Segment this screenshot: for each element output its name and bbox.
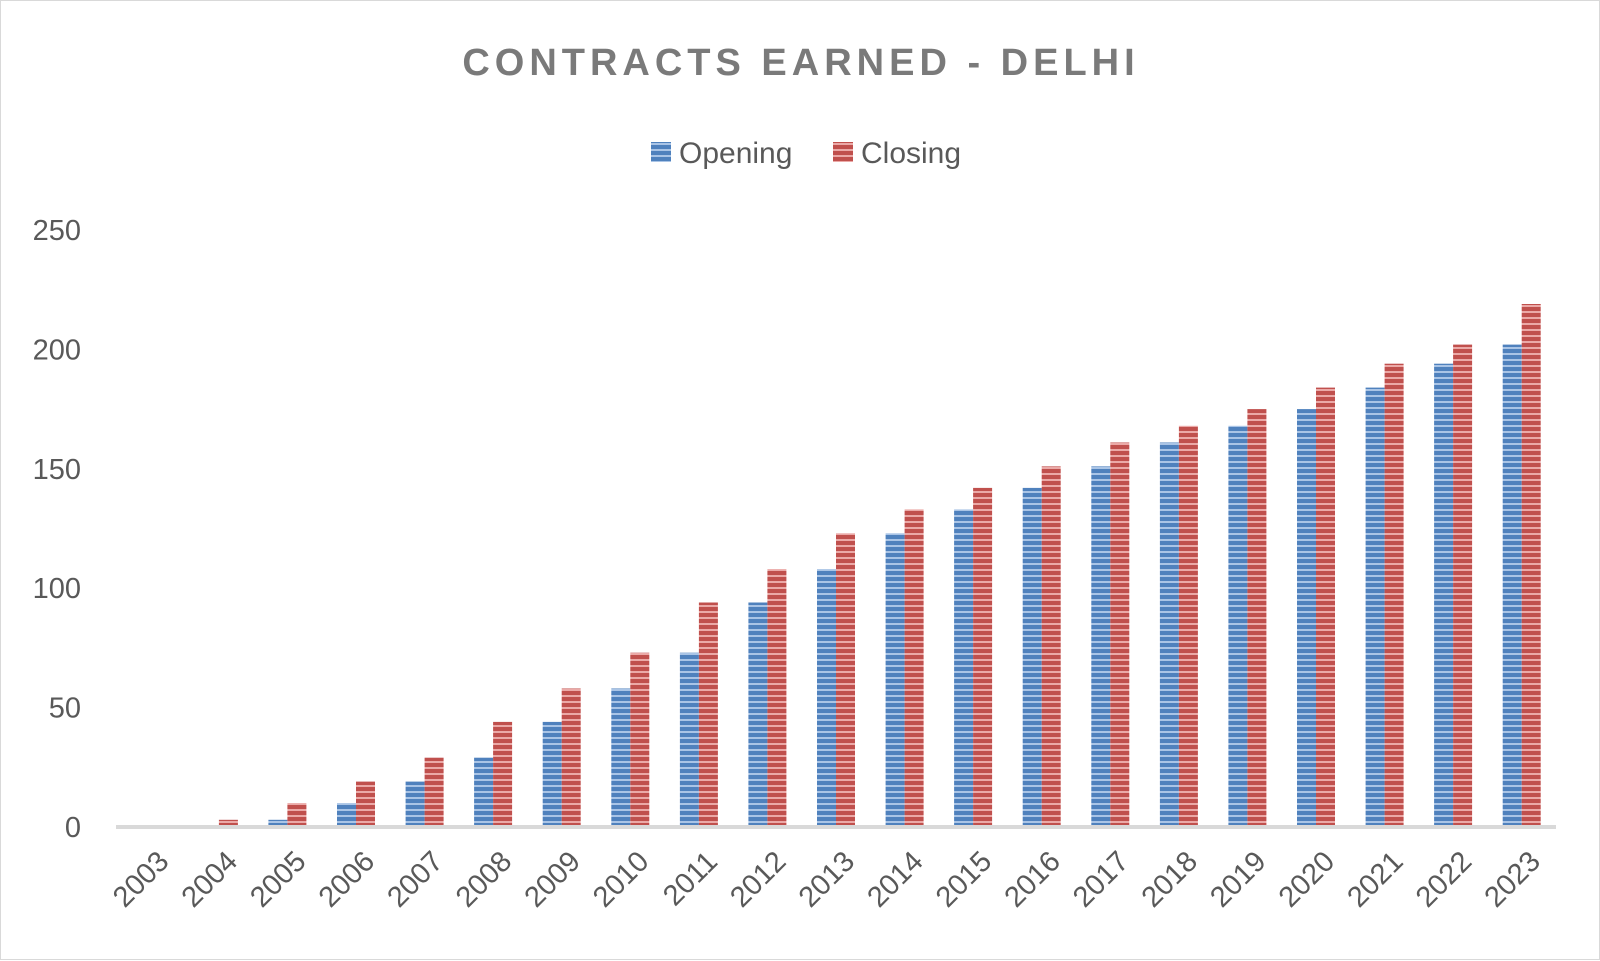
- y-tick-label: 150: [33, 454, 81, 486]
- x-tick-label: 2013: [793, 845, 861, 913]
- x-tick-label: 2011: [657, 845, 724, 912]
- bar-opening-2008: [474, 757, 494, 827]
- bar-opening-2019: [1228, 425, 1248, 827]
- x-tick-label: 2020: [1273, 845, 1341, 913]
- y-tick-label: 0: [65, 812, 81, 844]
- bar-closing-2010: [630, 652, 650, 827]
- x-tick-label: 2006: [313, 845, 381, 913]
- bar-opening-2021: [1365, 387, 1385, 827]
- x-tick-label: 2008: [450, 845, 518, 913]
- legend-label-closing: Closing: [861, 137, 961, 170]
- x-tick-label: 2023: [1479, 845, 1547, 913]
- x-tick-label: 2004: [176, 845, 244, 913]
- bar-closing-2007: [424, 757, 444, 827]
- bar-closing-2012: [767, 569, 787, 827]
- bar-opening-2015: [954, 509, 974, 827]
- bar-opening-2016: [1022, 487, 1042, 827]
- x-tick-label: 2012: [724, 845, 792, 913]
- x-tick-label: 2005: [244, 845, 312, 913]
- y-axis-tick-labels: 0 50 100 150 200 250: [33, 215, 81, 844]
- bar-opening-2013: [817, 569, 836, 827]
- bar-opening-2014: [885, 533, 905, 827]
- bar-opening-2022: [1434, 363, 1454, 827]
- x-tick-label: 2009: [519, 845, 587, 913]
- x-tick-label: 2015: [930, 845, 998, 913]
- y-tick-label: 200: [33, 334, 81, 366]
- x-tick-label: 2010: [587, 845, 655, 913]
- x-tick-label: 2014: [861, 845, 929, 913]
- bar-closing-2008: [493, 721, 513, 827]
- bars-group: [218, 304, 1541, 827]
- bar-opening-2006: [337, 803, 356, 827]
- bar-opening-2023: [1502, 344, 1522, 827]
- bar-closing-2017: [1110, 442, 1130, 827]
- chart-title: CONTRACTS EARNED - DELHI: [462, 42, 1139, 84]
- x-tick-label: 2007: [381, 845, 449, 913]
- x-tick-label: 2016: [999, 845, 1067, 913]
- bar-closing-2022: [1453, 344, 1473, 827]
- bar-closing-2021: [1384, 363, 1404, 827]
- legend-swatch-closing: [833, 142, 853, 162]
- bar-opening-2017: [1091, 466, 1111, 827]
- y-tick-label: 50: [49, 693, 81, 725]
- bar-closing-2014: [904, 509, 924, 827]
- bar-closing-2023: [1521, 304, 1541, 827]
- bar-opening-2007: [405, 781, 425, 827]
- x-tick-label: 2003: [107, 845, 175, 913]
- bar-closing-2004: [218, 819, 238, 827]
- bar-closing-2016: [1041, 466, 1061, 827]
- bar-closing-2011: [698, 602, 718, 827]
- bar-closing-2013: [836, 533, 855, 827]
- bar-closing-2018: [1178, 425, 1198, 827]
- bar-opening-2018: [1159, 442, 1179, 827]
- bar-opening-2009: [542, 721, 562, 827]
- bar-opening-2020: [1297, 409, 1316, 827]
- bar-closing-2020: [1316, 387, 1335, 827]
- x-tick-label: 2018: [1136, 845, 1204, 913]
- bar-closing-2005: [287, 803, 307, 827]
- x-tick-label: 2022: [1410, 845, 1478, 913]
- legend-swatch-opening: [651, 142, 671, 162]
- bar-closing-2019: [1247, 409, 1267, 827]
- bar-closing-2009: [561, 688, 581, 827]
- y-tick-label: 250: [33, 215, 81, 247]
- bar-opening-2005: [268, 819, 288, 827]
- y-tick-label: 100: [33, 573, 81, 605]
- chart-legend: Opening Closing: [651, 137, 961, 170]
- x-tick-label: 2019: [1204, 845, 1272, 913]
- bar-closing-2006: [356, 781, 375, 827]
- x-axis-tick-labels: 2003 2004 2005 2006 2007 2008 2009 2010 2011 2012…: [107, 845, 1547, 913]
- bar-opening-2012: [748, 602, 768, 827]
- x-tick-label: 2021: [1341, 845, 1409, 913]
- legend-label-opening: Opening: [679, 137, 792, 170]
- bar-closing-2015: [973, 487, 993, 827]
- x-tick-label: 2017: [1067, 845, 1135, 913]
- bar-opening-2010: [611, 688, 631, 827]
- bar-opening-2011: [679, 652, 699, 827]
